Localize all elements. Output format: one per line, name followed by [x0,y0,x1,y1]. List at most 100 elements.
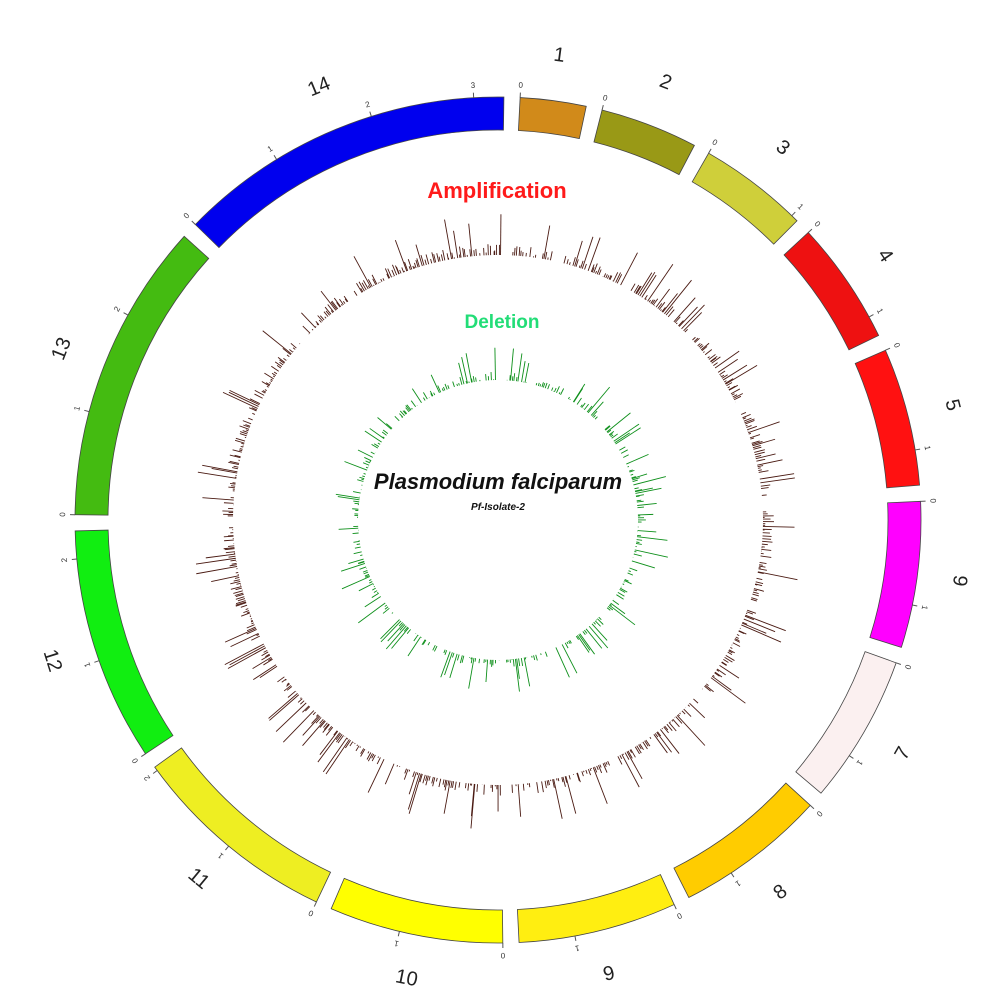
deletion-bar [353,500,360,503]
amplification-bar [476,784,478,792]
deletion-bar [403,626,409,632]
amplification-bar [261,381,270,387]
deletion-bar [586,405,593,413]
amplification-bar [671,719,674,722]
amplification-bar [723,659,729,663]
amplification-bar [230,586,242,590]
amplification-bar [666,723,673,731]
amplification-bar [562,776,566,787]
amplification-bar [754,584,758,586]
deletion-bar [606,412,631,433]
chromosome-12-tick-label: 2 [60,557,69,563]
deletion-bar [377,417,392,430]
amplification-bar [384,268,391,279]
amplification-bar [302,720,325,747]
amplification-bar [693,337,699,343]
amplification-bar [678,306,698,327]
deletion-bar [608,604,636,626]
deletion-bar [465,353,473,383]
chromosome-8-label: 8 [769,880,791,904]
amplification-bar [745,424,748,427]
amplification-bar [663,726,669,734]
deletion-bar [443,386,446,391]
amplification-bar [413,266,416,269]
amplification-bar [264,372,274,380]
amplification-bar [413,262,417,269]
deletion-bar [456,383,458,387]
amplification-bar [246,611,250,614]
amplification-bar [442,249,446,261]
amplification-bar [251,622,254,625]
amplification-bar [636,745,642,754]
amplification-bar [404,768,407,774]
amplification-bar [235,437,246,442]
amplification-bar [755,455,762,458]
amplification-bar [261,651,269,657]
amplification-bar [371,754,376,762]
deletion-bar [402,410,407,415]
amplification-bar [232,449,242,453]
deletion-bar [433,645,438,652]
amplification-bar [743,417,752,422]
amplification-bar [598,765,603,774]
amplification-bar [653,734,668,754]
amplification-bar [572,257,576,266]
amplification-bar [575,259,579,267]
deletion-bar [356,543,361,545]
amplification-bar [760,484,771,487]
deletion-bar [406,629,411,634]
amplification-bar [360,748,365,754]
deletion-bar [391,627,410,649]
amplification-bar [315,326,317,328]
amplification-bar [603,762,607,768]
deletion-bar [444,652,453,676]
amplification-bar [642,741,648,750]
deletion-bar [634,487,639,490]
chromosome-11-band [154,747,332,903]
deletion-bar [561,644,578,674]
deletion-bar [485,374,487,381]
amplification-bar [235,593,244,598]
amplification-bar [300,700,305,705]
deletion-bar [357,479,364,482]
amplification-bar [228,461,239,466]
amplification-bar [367,285,371,289]
amplification-bar [648,299,651,303]
amplification-bar [261,654,271,661]
amplification-bar [616,274,623,284]
amplification-bar [205,553,236,559]
amplification-bar [371,274,378,285]
amplification-bar [578,265,581,268]
amplification-bar [728,384,738,391]
deletion-bar [572,383,586,403]
deletion-bar [430,393,433,397]
amplification-bar [286,682,290,685]
amplification-bar [394,239,408,272]
amplification-bar [228,391,259,407]
amplification-bar [265,382,271,386]
amplification-bar [635,285,642,295]
amplification-bar [416,772,419,776]
chromosome-14-tick [369,111,372,117]
amplification-bar [323,722,328,728]
amplification-bar [399,269,402,274]
amplification-bar [424,259,427,265]
deletion-bar [631,473,648,480]
amplification-bar [733,393,743,399]
amplification-bar [738,630,745,635]
deletion-bar [411,407,413,410]
amplification-bar [589,768,592,772]
amplification-bar [416,258,420,268]
deletion-bar [461,357,468,384]
deletion-bar [582,631,586,635]
amplification-bar [331,300,339,310]
amplification-bar [762,540,773,543]
deletion-bar [373,443,380,447]
chromosome-8-tick [809,804,815,810]
amplification-track [195,214,798,829]
amplification-bar [246,624,255,629]
amplification-bar [271,365,279,372]
amplification-bar [430,258,433,264]
deletion-bar [458,362,465,385]
chromosome-7-tick-label: 0 [903,663,913,671]
